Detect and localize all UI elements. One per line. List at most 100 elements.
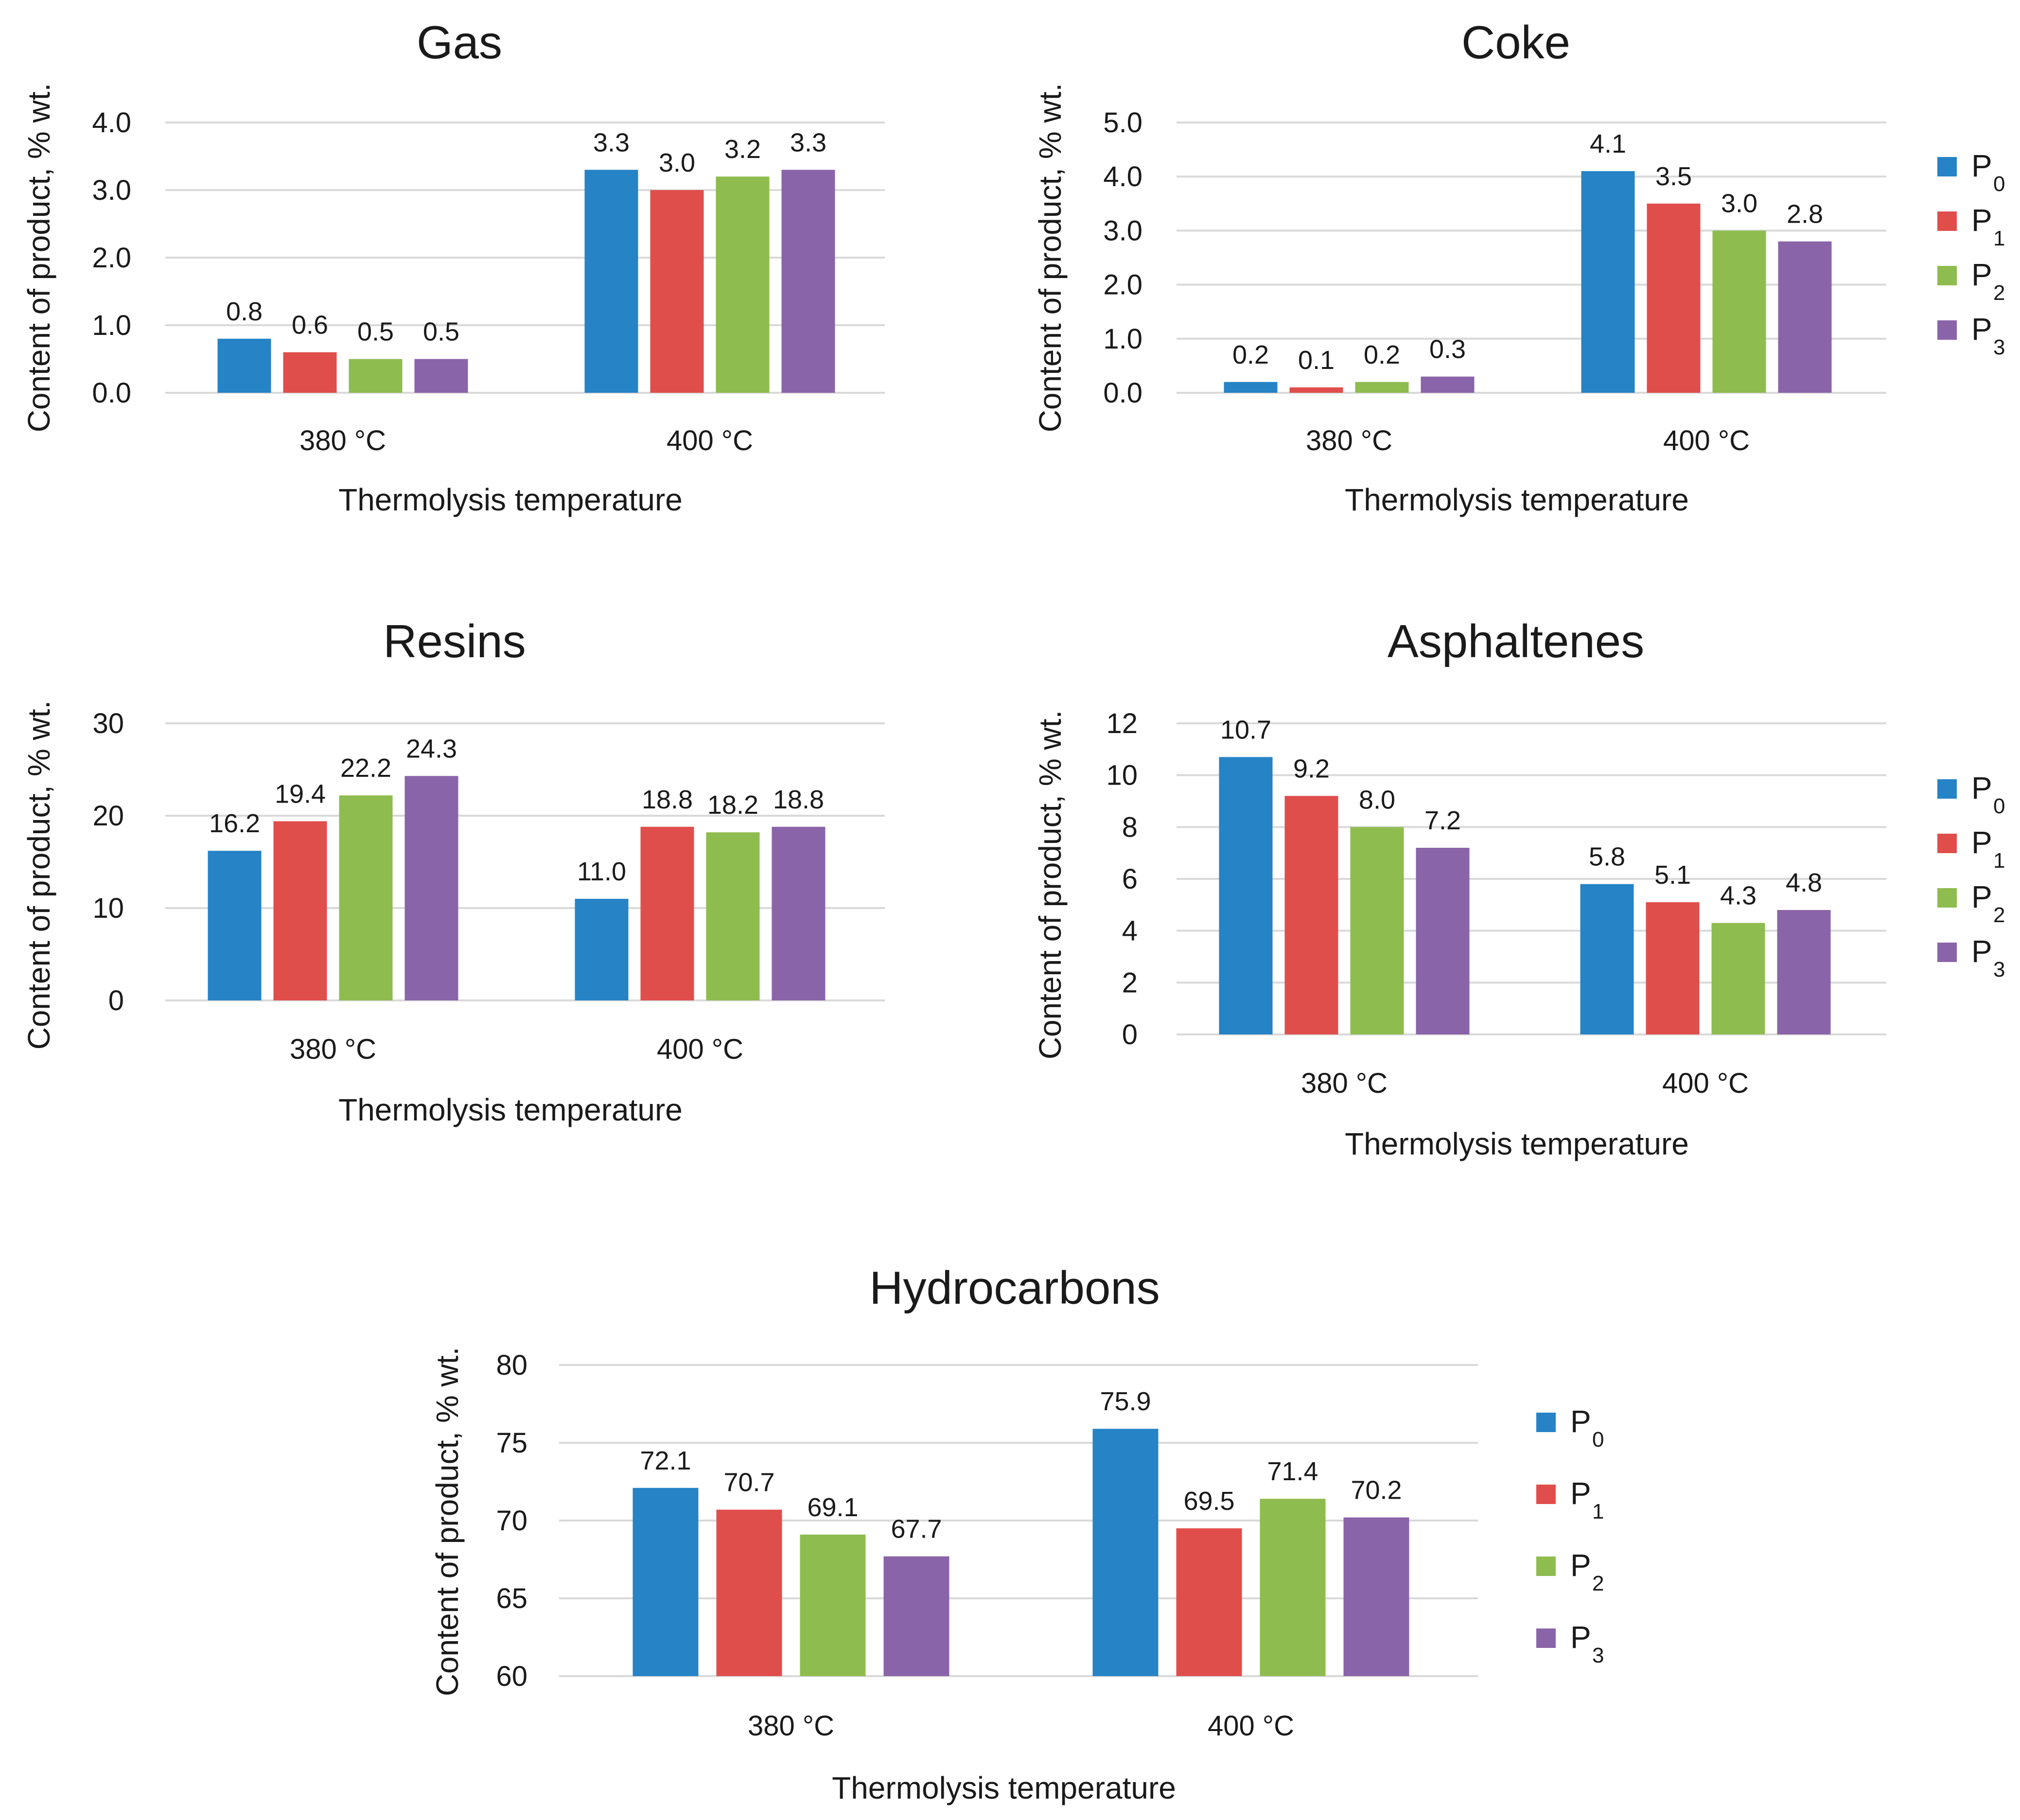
- bar-p0: [1581, 171, 1635, 393]
- legend-label: P: [1570, 1548, 1591, 1583]
- y-axis-label: Content of product, % wt.: [21, 83, 56, 433]
- bar-p2: [1260, 1499, 1326, 1676]
- y-tick-label: 6: [1122, 863, 1138, 895]
- chart-resins: Resins 0 10 20 30 16.2 19.4 22.2 24.3 380 °C 11.0 1…: [21, 615, 885, 1127]
- data-label: 0.3: [1429, 335, 1466, 364]
- y-tick-label: 4.0: [92, 107, 131, 139]
- legend-swatch: [1937, 943, 1957, 962]
- legend-swatch: [1536, 1413, 1556, 1432]
- chart-coke: Coke 0.0 1.0 2.0 3.0 4.0 5.0 0.2 0.1 0.2 0.3 380 °C…: [1033, 17, 2005, 517]
- y-tick-label: 4.0: [1103, 161, 1142, 192]
- legend-label: P: [1971, 148, 1992, 183]
- chart-title: Hydrocarbons: [869, 1262, 1160, 1314]
- bar-p2: [706, 832, 760, 1000]
- data-label: 3.0: [1721, 189, 1757, 218]
- chart-gas: Gas 0.0 1.0 2.0 3.0 4.0 0.8 0.6 0.5 0.5 380 °C 3.3 3…: [21, 17, 885, 517]
- y-tick-label: 60: [496, 1661, 527, 1692]
- x-axis-label: Thermolysis temperature: [1345, 1126, 1689, 1161]
- data-label: 0.8: [226, 297, 263, 326]
- data-label: 5.8: [1589, 842, 1625, 872]
- legend-label: P: [1971, 879, 1992, 914]
- x-tick-label: 380 °C: [1301, 1068, 1388, 1099]
- data-label: 70.2: [1351, 1476, 1402, 1505]
- data-label: 72.1: [640, 1446, 691, 1475]
- x-tick-label: 380 °C: [748, 1710, 834, 1742]
- data-label: 2.8: [1787, 200, 1823, 229]
- y-tick-label: 5.0: [1103, 107, 1142, 139]
- data-label: 22.2: [340, 753, 391, 783]
- data-label: 69.5: [1183, 1487, 1234, 1516]
- legend-subscript: 1: [1592, 1500, 1604, 1523]
- bar-p2: [716, 176, 770, 393]
- bar-p0: [208, 851, 262, 1000]
- legend-label: P: [1971, 257, 1992, 292]
- bar-p0: [1580, 884, 1634, 1034]
- legend-swatch: [1937, 834, 1957, 853]
- chart-title: Resins: [383, 615, 526, 667]
- y-tick-label: 1.0: [1103, 323, 1142, 355]
- legend-subscript: 2: [1592, 1572, 1604, 1595]
- chart-title: Asphaltenes: [1388, 615, 1644, 667]
- bar-p3: [414, 359, 468, 393]
- bar-p1: [716, 1509, 782, 1676]
- data-label: 3.5: [1655, 162, 1692, 191]
- legend-swatch: [1937, 888, 1957, 908]
- bar-p3: [1421, 376, 1475, 393]
- data-label: 5.1: [1654, 860, 1691, 890]
- data-label: 0.5: [423, 317, 459, 347]
- bar-p1: [1647, 203, 1701, 393]
- x-tick-label: 400 °C: [657, 1033, 743, 1065]
- bar-p0: [1219, 757, 1273, 1034]
- data-label: 3.2: [724, 135, 761, 164]
- bar-p2: [800, 1534, 866, 1676]
- legend-subscript: 0: [1993, 172, 2005, 196]
- legend-swatch: [1937, 320, 1957, 340]
- y-tick-label: 4: [1122, 915, 1138, 947]
- bar-p0: [632, 1488, 699, 1676]
- legend-swatch: [1536, 1485, 1556, 1504]
- y-tick-label: 10: [92, 892, 124, 924]
- legend-subscript: 0: [1993, 794, 2005, 818]
- y-tick-label: 75: [496, 1427, 527, 1459]
- y-tick-label: 8: [1122, 811, 1138, 843]
- bar-p1: [1289, 387, 1343, 393]
- y-tick-label: 3.0: [92, 175, 131, 206]
- data-label: 24.3: [406, 734, 457, 763]
- data-label: 18.2: [707, 790, 758, 820]
- data-label: 8.0: [1359, 785, 1395, 814]
- y-tick-label: 10: [1106, 760, 1138, 791]
- y-tick-label: 0.0: [1103, 377, 1142, 409]
- x-tick-label: 400 °C: [1663, 425, 1750, 456]
- y-axis-label: Content of product, % wt.: [21, 700, 56, 1050]
- legend-subscript: 3: [1993, 335, 2005, 359]
- legend-subscript: 2: [1993, 281, 2005, 305]
- legend-label: P: [1971, 203, 1992, 238]
- bar-p2: [1712, 230, 1766, 393]
- x-tick-label: 380 °C: [299, 425, 386, 456]
- bar-p3: [1416, 848, 1470, 1034]
- y-tick-label: 2.0: [92, 242, 131, 274]
- legend-subscript: 3: [1993, 958, 2005, 981]
- x-tick-label: 400 °C: [667, 425, 753, 456]
- y-tick-label: 20: [92, 800, 124, 832]
- chart-title: Gas: [417, 17, 502, 69]
- data-label: 70.7: [723, 1468, 774, 1497]
- x-tick-label: 400 °C: [1208, 1710, 1294, 1742]
- data-label: 0.6: [292, 311, 328, 340]
- y-tick-label: 2: [1122, 967, 1138, 998]
- data-label: 9.2: [1293, 754, 1330, 783]
- bar-p2: [339, 795, 393, 1000]
- data-label: 0.2: [1364, 340, 1400, 369]
- y-tick-label: 30: [92, 708, 124, 739]
- legend-label: P: [1971, 312, 1992, 347]
- bar-p2: [1350, 827, 1404, 1034]
- legend-swatch: [1937, 779, 1957, 799]
- bar-p3: [1778, 241, 1832, 393]
- data-label: 18.8: [642, 785, 693, 814]
- x-axis-label: Thermolysis temperature: [338, 1092, 683, 1127]
- data-label: 3.3: [790, 128, 826, 157]
- legend-subscript: 1: [1993, 227, 2005, 250]
- bar-p3: [404, 776, 458, 1000]
